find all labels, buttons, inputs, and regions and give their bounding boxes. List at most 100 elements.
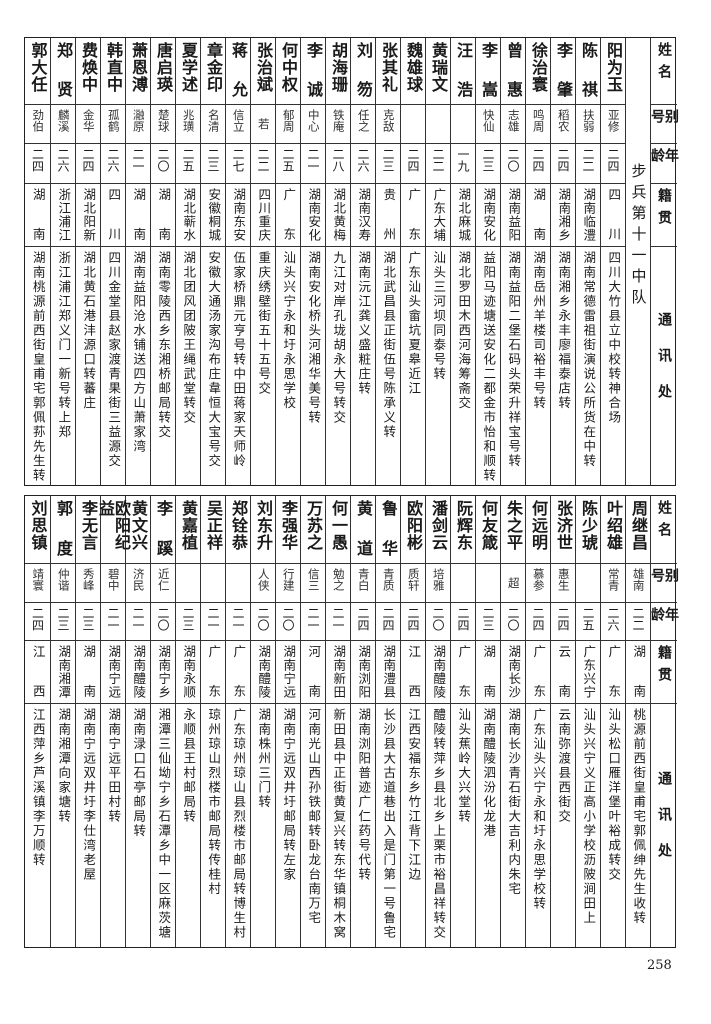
age-cell: 二四	[551, 602, 575, 640]
origin-text: 四川	[606, 188, 622, 241]
address-text: 河南光山西孙铁邮转卧龙台南万宅	[306, 708, 322, 926]
address-cell: 湖南益阳二堡石码头荣升祥宝号转	[501, 246, 525, 484]
alias-cell: 楚球	[151, 104, 175, 143]
header-name-label: 姓名	[656, 42, 672, 86]
origin-cell: 云南	[551, 640, 575, 703]
origin-cell: 湖南	[126, 183, 150, 246]
origin-text: 湖北黄梅	[331, 188, 347, 242]
name-text: 阳为玉	[604, 42, 623, 93]
address-text: 九江对岸孔垅胡永大号转交	[331, 251, 347, 425]
alias-text: 若	[256, 118, 271, 130]
age-cell: 二四	[401, 602, 425, 640]
alias-cell: 亚修	[601, 104, 625, 143]
address-cell: 湖南株州三门转	[251, 703, 275, 946]
age-cell: 二二	[251, 143, 275, 183]
alias-cell	[451, 563, 475, 602]
origin-cell: 湖南汉寿	[351, 183, 375, 246]
alias-text: 兆璜	[181, 109, 196, 132]
origin-cell: 湖南宁远	[101, 640, 125, 703]
header-origin: 籍贯	[651, 183, 677, 246]
origin-text: 湖南湘潭	[56, 645, 72, 699]
address-cell: 湖南湘潭向家塘转	[51, 703, 75, 946]
age-text: 二二	[256, 148, 270, 172]
origin-text: 贵州	[381, 188, 397, 241]
age-cell: 二一	[201, 602, 225, 640]
alias-text: 郁周	[281, 109, 296, 132]
address-cell: 新田县中正街黄复兴转东华镇桐木窝	[326, 703, 350, 946]
name-text: 萧恩溥	[129, 42, 148, 93]
roster-row: 胡海珊 铁庵 二八 湖北黄梅 九江对岸孔垅胡永大号转交	[325, 38, 350, 485]
name-cell: 黄文兴	[126, 496, 150, 563]
name-cell: 何远明	[526, 496, 550, 563]
origin-cell: 湖南宁远	[276, 640, 300, 703]
age-cell: 二七	[226, 143, 250, 183]
address-cell: 湖南沅江龚义盛粧庄转	[351, 246, 375, 484]
age-text: 二一	[306, 148, 320, 172]
name-cell: 潘剑云	[426, 496, 450, 563]
address-cell: 醴陵转萍乡县北乡上栗市裕昌祥转交	[426, 703, 450, 946]
address-cell: 湖南益阳沧水铺送四方山萧家湾	[126, 246, 150, 484]
age-cell: 二〇	[276, 602, 300, 640]
address-text: 益阳马迹塘送安化二都金市怡和顺转	[481, 251, 497, 483]
name-text: 周继昌	[629, 500, 648, 551]
name-cell: 刘思镇	[25, 496, 50, 563]
origin-cell: 湖北麻城	[451, 183, 475, 246]
roster-row: 阳为玉 亚修 二四 四川 四川大竹县立中校转神合场	[600, 38, 625, 485]
origin-cell: 湖南浏阳	[351, 640, 375, 703]
page-number: 258	[647, 958, 672, 973]
name-cell: 张其礼	[376, 38, 400, 104]
roster-row: 潘剑云 培雅 二〇 湖南醴陵 醴陵转萍乡县北乡上栗市裕昌祥转交	[425, 496, 450, 947]
origin-text: 湖南宁乡	[156, 645, 172, 699]
name-cell: 陈祺	[576, 38, 600, 104]
alias-cell	[451, 104, 475, 143]
address-cell: 湖南渌口石亭邮局转	[126, 703, 150, 946]
address-text: 湖南宁远双井圩邮局转左家	[281, 708, 297, 882]
address-cell: 河南光山西孙铁邮转卧龙台南万宅	[301, 703, 325, 946]
alias-cell: 雄南	[626, 563, 650, 602]
name-text: 韩直中	[104, 42, 123, 93]
address-cell: 汕头兴宁义正高小学校沥陂涧田上	[576, 703, 600, 946]
origin-text: 湖南汉寿	[356, 188, 372, 242]
name-text: 郑铨恭	[229, 500, 248, 551]
address-cell: 广东琼州琼山县烈楼市邮局转博生村	[226, 703, 250, 946]
alias-text: 秀峰	[81, 568, 96, 591]
age-text: 二四	[81, 148, 95, 172]
name-text: 黄嘉植	[179, 500, 198, 551]
address-text: 醴陵转萍乡县北乡上栗市裕昌祥转交	[431, 708, 447, 940]
name-cell: 魏雄球	[401, 38, 425, 104]
age-cell: 一九	[451, 143, 475, 183]
roster-row: 陈祺 扶弱 二二 湖南临澧 湖南常德雷祖街演说公所货在中转	[575, 38, 600, 485]
age-text: 二〇	[506, 148, 520, 172]
roster-row: 李强华 行建 二〇 湖南宁远 湖南宁远双井圩邮局转左家	[275, 496, 300, 947]
address-cell: 湘潭三仙坳宁乡石潭乡中一区麻茨塘	[151, 703, 175, 946]
roster-row: 何友箴 二三 湖南 湖南醴陵泗汾化龙港	[475, 496, 500, 947]
roster-row: 夏学述 兆璜 二五 湖北蕲水 湖北团风团陂王绳武堂转交	[175, 38, 200, 485]
alias-text: 中心	[306, 109, 321, 132]
origin-text: 湖南益阳	[506, 188, 522, 242]
address-text: 广东汕头兴宁永和圩永思学校转	[531, 708, 547, 911]
address-cell: 四川金堂县赵家渡青果街三益源交	[101, 246, 125, 484]
roster-row: 李嵩 快仙 二三 湖南安化 益阳马迹塘送安化二都金市怡和顺转	[475, 38, 500, 485]
name-text: 何一愚	[329, 500, 348, 551]
alias-cell: 扶弱	[576, 104, 600, 143]
address-text: 湖南常德雷祖街演说公所货在中转	[581, 251, 597, 469]
origin-text: 江西	[30, 645, 46, 698]
age-cell: 二四	[76, 143, 100, 183]
origin-cell: 湖南澧县	[376, 640, 400, 703]
origin-text: 湖南临澧	[581, 188, 597, 242]
age-cell: 二六	[351, 143, 375, 183]
age-text: 一九	[456, 148, 470, 172]
roster-row: 魏雄球 二四 广东 广东汕头畲坑夏皋近江	[400, 38, 425, 485]
address-text: 湖南宁远双井圩李仕湾老屋	[81, 708, 97, 882]
address-cell: 湖北罗田木西河海筹斋交	[451, 246, 475, 484]
address-text: 湖南零陵西乡东湘桥邮局转交	[156, 251, 172, 440]
header-address-label: 通讯处	[656, 311, 672, 420]
age-cell: 二三	[376, 143, 400, 183]
address-text: 重庆绣壁街五十五号交	[256, 251, 272, 396]
origin-text: 广东	[456, 645, 472, 698]
age-cell: 二五	[276, 143, 300, 183]
origin-text: 广东兴宁	[581, 645, 597, 699]
alias-cell	[401, 104, 425, 143]
alias-cell: 中心	[301, 104, 325, 143]
age-text: 二四	[30, 607, 45, 631]
